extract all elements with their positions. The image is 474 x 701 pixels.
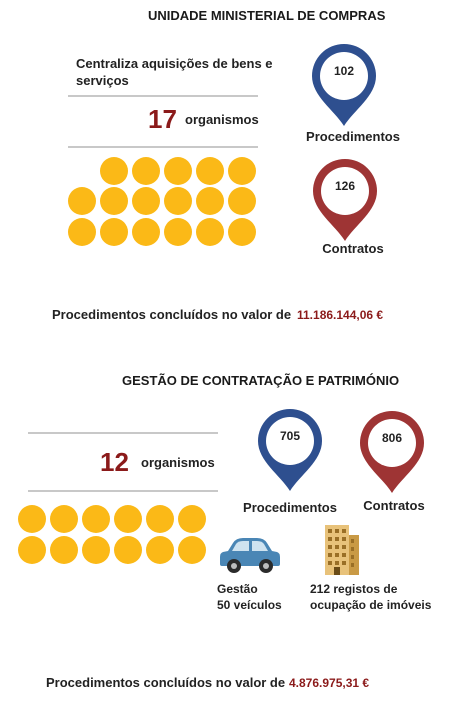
organism-dot xyxy=(132,157,160,185)
organism-dot xyxy=(146,536,174,564)
section2-procedimentos-pin: 705 xyxy=(254,405,326,493)
organism-dot xyxy=(132,218,160,246)
organism-dot xyxy=(178,536,206,564)
organism-dot xyxy=(196,157,224,185)
organism-dot xyxy=(132,187,160,215)
organism-dot xyxy=(146,505,174,533)
section1-contratos-label: Contratos xyxy=(322,241,384,256)
organism-dot xyxy=(68,187,96,215)
organism-dot xyxy=(164,187,192,215)
section2-total-label: Procedimentos concluídos no valor de xyxy=(46,675,286,690)
divider xyxy=(68,95,258,97)
organism-dot xyxy=(164,157,192,185)
organism-dot xyxy=(50,536,78,564)
organism-dot xyxy=(196,218,224,246)
section1-total-value: 11.186.144,06 € xyxy=(297,308,384,322)
section1-description: Centraliza aquisições de bens e serviços xyxy=(76,56,273,88)
map-pin-icon xyxy=(258,409,322,491)
buildings-label-line2: ocupação de imóveis xyxy=(310,598,432,612)
map-pin-icon xyxy=(313,159,377,241)
section1-organismos-count: 17 xyxy=(148,104,177,134)
section2-organismos-count: 12 xyxy=(100,447,129,477)
map-pin-icon xyxy=(312,44,376,126)
buildings-label: 212 registos de ocupação de imóveis xyxy=(310,581,431,613)
vehicles-label-line2: 50 veículos xyxy=(217,598,282,612)
section2-organismos-label: organismos xyxy=(141,455,215,470)
building-icon xyxy=(325,523,359,575)
divider xyxy=(28,490,218,492)
organism-dot xyxy=(164,218,192,246)
organism-dot xyxy=(100,157,128,185)
section1-contratos-pin: 126 xyxy=(309,155,381,243)
organism-dot xyxy=(82,536,110,564)
organism-dot xyxy=(50,505,78,533)
organism-dot xyxy=(228,218,256,246)
section1-organismos-label: organismos xyxy=(185,112,259,127)
organism-dot xyxy=(228,157,256,185)
section1-title: UNIDADE MINISTERIAL DE COMPRAS xyxy=(148,8,386,23)
organism-dot xyxy=(228,187,256,215)
organism-dot xyxy=(196,187,224,215)
divider xyxy=(68,146,258,148)
vehicles-label-line1: Gestão xyxy=(217,582,258,596)
section1-procedimentos-value: 102 xyxy=(333,64,355,78)
organism-dot xyxy=(114,536,142,564)
organism-dot xyxy=(18,536,46,564)
organism-dot xyxy=(100,187,128,215)
map-pin-icon xyxy=(360,411,424,493)
organism-dot xyxy=(18,505,46,533)
section2-title: GESTÃO DE CONTRATAÇÃO E PATRIMÓNIO xyxy=(122,373,400,388)
buildings-label-line1: 212 registos de xyxy=(310,582,398,596)
section2-procedimentos-value: 705 xyxy=(279,429,301,443)
car-icon xyxy=(219,535,281,575)
vehicles-label: Gestão 50 veículos xyxy=(217,581,282,613)
section2-contratos-value: 806 xyxy=(381,431,403,445)
organism-dot xyxy=(114,505,142,533)
organism-dot xyxy=(82,505,110,533)
section2-total-value: 4.876.975,31 € xyxy=(289,676,370,690)
divider xyxy=(28,432,218,434)
section1-total-label: Procedimentos concluídos no valor de xyxy=(52,307,292,322)
section1-contratos-value: 126 xyxy=(334,179,356,193)
section2-procedimentos-label: Procedimentos xyxy=(243,500,337,515)
organism-dot xyxy=(100,218,128,246)
section2-contratos-pin: 806 xyxy=(356,407,428,495)
section2-contratos-label: Contratos xyxy=(363,498,425,513)
organism-dot xyxy=(178,505,206,533)
section1-procedimentos-pin: 102 xyxy=(308,40,380,128)
organism-dot xyxy=(68,218,96,246)
section1-procedimentos-label: Procedimentos xyxy=(306,129,400,144)
